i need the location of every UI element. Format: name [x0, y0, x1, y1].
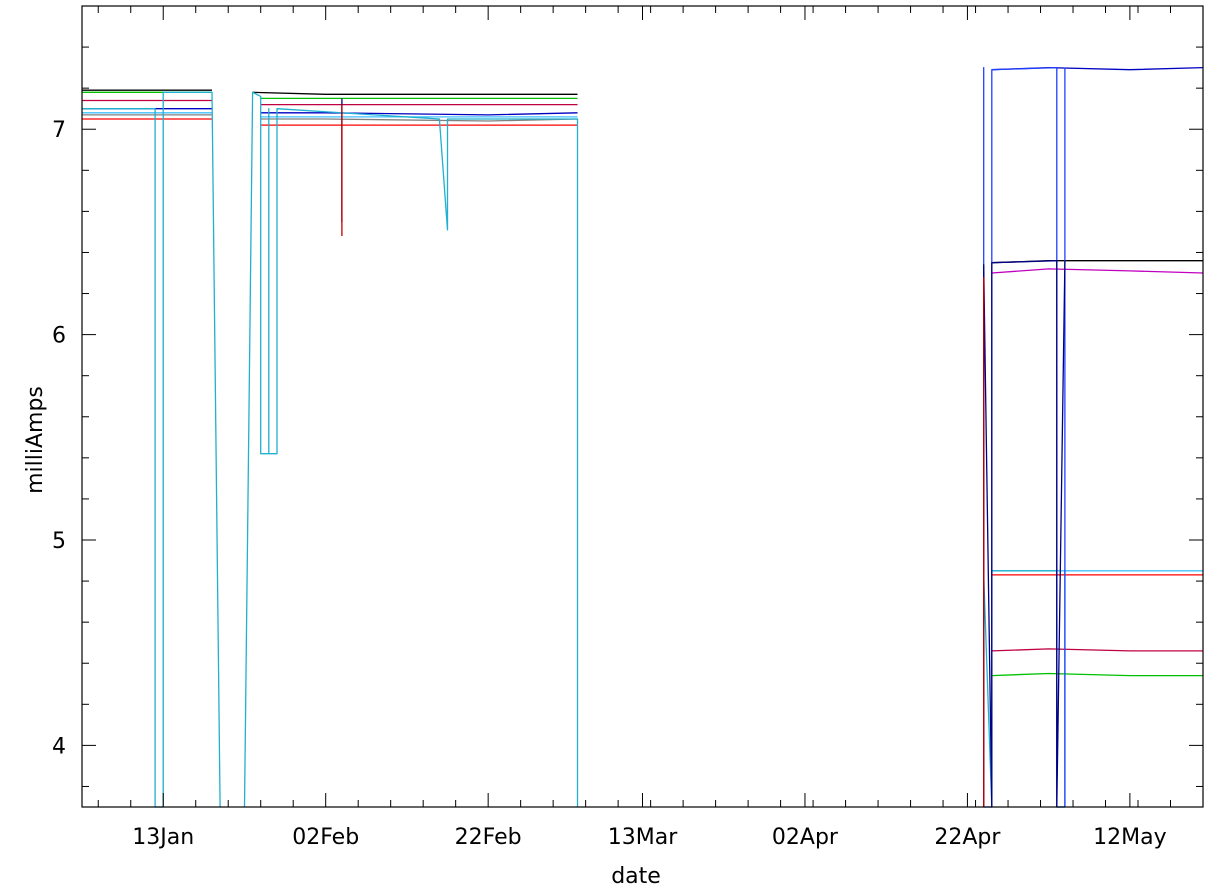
- series-5-segment-1: [260, 118, 578, 122]
- axes-layer: 4 5 6 7 13Jan 02Feb 22Feb 13Mar 02Apr 22Apr 12May: [52, 5, 1204, 850]
- y-tick-label-1: 5: [52, 529, 66, 554]
- y-axis-title: milliAmps: [23, 386, 48, 494]
- series-2-segment-2: [991, 648, 1203, 652]
- x-tick-label-2: 22Feb: [455, 825, 522, 850]
- series-layer: [82, 66, 1204, 808]
- series-1-segment-2: [991, 672, 1203, 677]
- series-0-segment-1: [252, 91, 578, 95]
- y-tick-label-0: 4: [52, 734, 66, 759]
- x-tick-label-5: 22Apr: [934, 825, 1001, 850]
- y-tick-label-3: 7: [52, 118, 66, 143]
- x-tick-label-6: 12May: [1093, 825, 1166, 850]
- y-tick-label-2: 6: [52, 324, 66, 349]
- x-tick-label-0: 13Jan: [132, 825, 194, 850]
- x-tick-label-4: 02Apr: [772, 825, 839, 850]
- x-axis-title: date: [611, 864, 661, 889]
- series-7-segment-0: [991, 268, 1204, 274]
- series-3-segment-1: [260, 112, 578, 116]
- x-tick-label-1: 02Feb: [292, 825, 359, 850]
- x-tick-label-3: 13Mar: [608, 825, 678, 850]
- series-8-segment-1: [243, 91, 579, 808]
